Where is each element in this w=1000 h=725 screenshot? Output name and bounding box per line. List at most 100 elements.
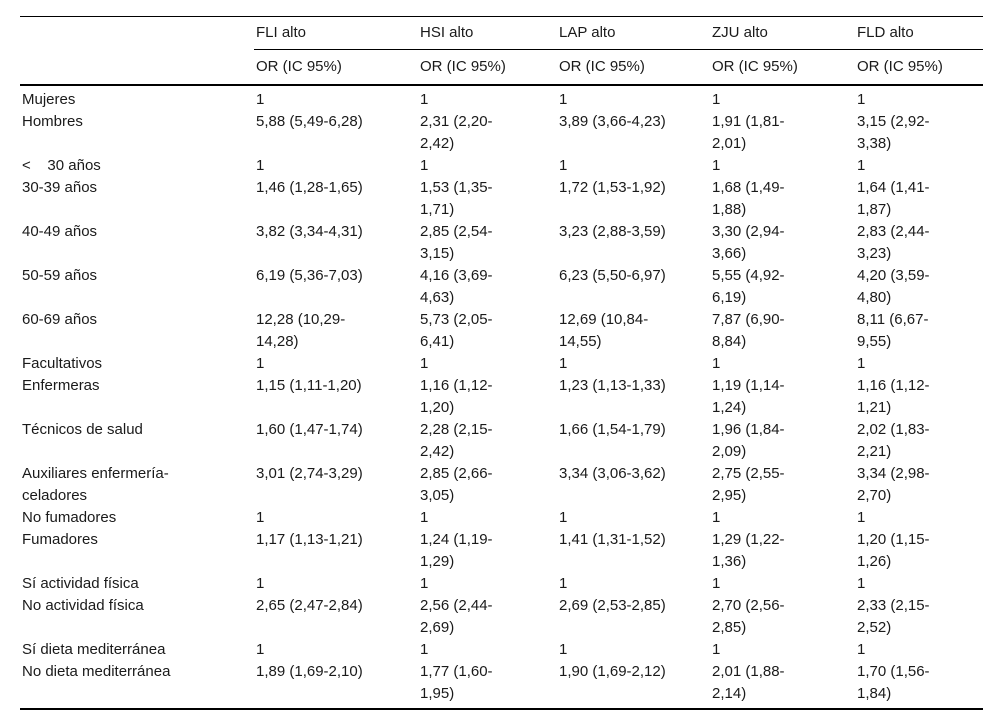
row-label: No dieta mediterránea [22, 663, 171, 680]
subheader-or-ic: OR (IC 95%) [557, 49, 710, 86]
table-row: < 30 años 1 1 1 1 1 [20, 155, 983, 177]
table-row: No fumadores 1 1 1 1 1 [20, 507, 983, 529]
table-row: Mujeres 1 1 1 1 1 [20, 85, 983, 111]
or-value-cell: 6,19 (5,36-7,03) [256, 267, 363, 284]
or-value-cell: 1,77 (1,60- 1,95) [420, 663, 493, 702]
row-label: Mujeres [22, 91, 76, 108]
or-value-cell: 1 [712, 641, 721, 658]
or-value-cell: 1,24 (1,19- 1,29) [420, 531, 493, 570]
or-value-cell: 1,60 (1,47-1,74) [256, 421, 363, 438]
table-row: 50-59 años 6,19 (5,36-7,03) 4,16 (3,69- 4,… [20, 265, 983, 309]
or-value-cell: 1,90 (1,69-2,12) [559, 663, 666, 680]
or-value-cell: 1,72 (1,53-1,92) [559, 179, 666, 196]
or-value-cell: 1,23 (1,13-1,33) [559, 377, 666, 394]
or-value-cell: 6,23 (5,50-6,97) [559, 267, 666, 284]
header-row-indices: FLI alto HSI alto LAP alto ZJU alto FLD … [20, 16, 983, 50]
or-value-cell: 1 [712, 157, 721, 174]
or-value-cell: 12,69 (10,84- 14,55) [559, 311, 649, 350]
table-row: 40-49 años 3,82 (3,34-4,31) 2,85 (2,54- 3,… [20, 221, 983, 265]
or-value-cell: 1,68 (1,49- 1,88) [712, 179, 785, 218]
or-value-cell: 1 [420, 575, 429, 592]
or-value-cell: 2,85 (2,66- 3,05) [420, 465, 493, 504]
or-value-cell: 1 [420, 355, 429, 372]
or-value-cell: 2,56 (2,44- 2,69) [420, 597, 493, 636]
or-value-cell: 1 [857, 641, 866, 658]
or-value-cell: 1 [857, 509, 866, 526]
row-label: 60-69 años [22, 311, 98, 328]
or-value-cell: 2,85 (2,54- 3,15) [420, 223, 493, 262]
table-row: No actividad física 2,65 (2,47-2,84) 2,56 … [20, 595, 983, 639]
or-value-cell: 2,33 (2,15- 2,52) [857, 597, 930, 636]
or-value-cell: 5,88 (5,49-6,28) [256, 113, 363, 130]
or-value-cell: 1,16 (1,12- 1,20) [420, 377, 493, 416]
or-value-cell: 3,82 (3,34-4,31) [256, 223, 363, 240]
or-value-cell: 1,53 (1,35- 1,71) [420, 179, 493, 218]
or-value-cell: 8,11 (6,67- 9,55) [857, 311, 929, 350]
or-value-cell: 3,34 (2,98- 2,70) [857, 465, 930, 504]
or-value-cell: 1 [256, 157, 265, 174]
or-value-cell: 2,75 (2,55- 2,95) [712, 465, 785, 504]
or-value-cell: 1 [420, 509, 429, 526]
header-empty-cell [20, 16, 254, 50]
row-label: No fumadores [22, 509, 117, 526]
row-label: 30-39 años [22, 179, 98, 196]
or-value-cell: 1,91 (1,81- 2,01) [712, 113, 785, 152]
or-value-cell: 1 [857, 575, 866, 592]
or-value-cell: 2,69 (2,53-2,85) [559, 597, 666, 614]
or-value-cell: 3,34 (3,06-3,62) [559, 465, 666, 482]
or-value-cell: 1 [559, 641, 568, 658]
row-label: Sí actividad física [22, 575, 139, 592]
or-value-cell: 2,28 (2,15- 2,42) [420, 421, 493, 460]
row-label: Sí dieta mediterránea [22, 641, 166, 658]
subheader-empty-cell [20, 49, 254, 86]
subheader-or-ic: OR (IC 95%) [710, 49, 855, 86]
or-value-cell: 1,29 (1,22- 1,36) [712, 531, 785, 570]
or-value-cell: 2,02 (1,83- 2,21) [857, 421, 930, 460]
row-label: 40-49 años [22, 223, 98, 240]
or-value-cell: 3,01 (2,74-3,29) [256, 465, 363, 482]
or-value-cell: 3,30 (2,94- 3,66) [712, 223, 785, 262]
or-value-cell: 1,15 (1,11-1,20) [256, 377, 362, 394]
or-value-cell: 1 [857, 157, 866, 174]
or-value-cell: 3,15 (2,92- 3,38) [857, 113, 930, 152]
table-row: Fumadores 1,17 (1,13-1,21) 1,24 (1,19- 1,2… [20, 529, 983, 573]
subheader-or-ic: OR (IC 95%) [855, 49, 983, 86]
row-label: Enfermeras [22, 377, 100, 394]
row-label: Auxiliares enfermería- celadores [22, 465, 169, 504]
or-value-cell: 1,19 (1,14- 1,24) [712, 377, 785, 416]
or-value-cell: 12,28 (10,29- 14,28) [256, 311, 346, 350]
or-value-cell: 1 [712, 355, 721, 372]
or-value-cell: 1,17 (1,13-1,21) [256, 531, 363, 548]
subheader-or-ic: OR (IC 95%) [254, 49, 418, 86]
or-value-cell: 1 [559, 157, 568, 174]
row-label: No actividad física [22, 597, 144, 614]
header-fld-alto: FLD alto [855, 16, 983, 50]
table-row: Técnicos de salud 1,60 (1,47-1,74) 2,28 (2… [20, 419, 983, 463]
or-value-cell: 1 [256, 355, 265, 372]
or-value-cell: 1,64 (1,41- 1,87) [857, 179, 930, 218]
or-value-cell: 1 [256, 575, 265, 592]
row-label: Hombres [22, 113, 83, 130]
or-value-cell: 1,66 (1,54-1,79) [559, 421, 666, 438]
or-value-cell: 1 [420, 641, 429, 658]
header-hsi-alto: HSI alto [418, 16, 557, 50]
or-value-cell: 1 [420, 91, 429, 108]
table-row: 30-39 años 1,46 (1,28-1,65) 1,53 (1,35- 1,… [20, 177, 983, 221]
or-value-cell: 1 [857, 91, 866, 108]
or-value-cell: 1 [712, 509, 721, 526]
table-row: No dieta mediterránea 1,89 (1,69-2,10) 1,7… [20, 661, 983, 709]
or-value-cell: 1 [559, 575, 568, 592]
table-row: Hombres 5,88 (5,49-6,28) 2,31 (2,20- 2,42)… [20, 111, 983, 155]
or-value-cell: 2,31 (2,20- 2,42) [420, 113, 493, 152]
or-value-cell: 2,01 (1,88- 2,14) [712, 663, 785, 702]
or-value-cell: 2,65 (2,47-2,84) [256, 597, 363, 614]
table-row: 60-69 años 12,28 (10,29- 14,28) 5,73 (2,05… [20, 309, 983, 353]
row-label: 50-59 años [22, 267, 98, 284]
or-value-cell: 5,73 (2,05- 6,41) [420, 311, 493, 350]
table-row: Sí actividad física 1 1 1 1 1 [20, 573, 983, 595]
or-value-cell: 1 [712, 91, 721, 108]
or-value-cell: 1 [712, 575, 721, 592]
or-value-cell: 1 [256, 509, 265, 526]
or-value-cell: 1,70 (1,56- 1,84) [857, 663, 930, 702]
or-value-cell: 1 [256, 91, 265, 108]
